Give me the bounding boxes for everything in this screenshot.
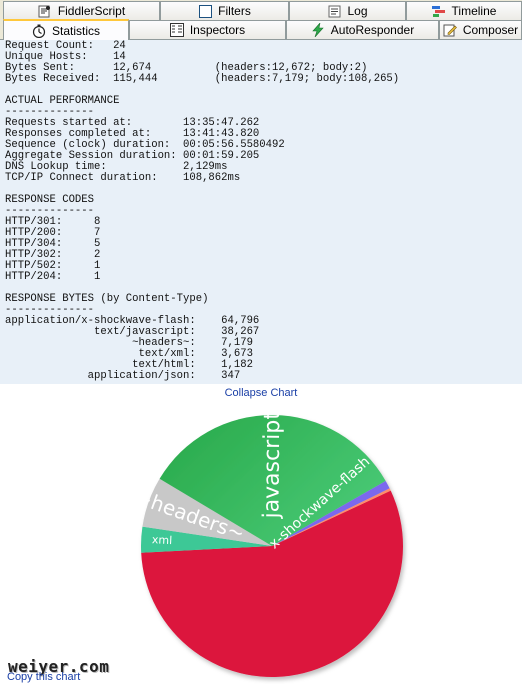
script-icon <box>38 4 52 18</box>
timeline-icon <box>431 4 446 18</box>
tab-timeline[interactable]: Timeline <box>406 1 522 20</box>
tab-strip: FiddlerScript Filters Log Timeline Sta <box>0 0 522 40</box>
tab-label: Composer <box>462 23 519 37</box>
tab-row-bottom: Statistics Inspectors AutoResponder Comp… <box>0 19 522 40</box>
checkbox-icon <box>198 4 212 18</box>
tab-autoresponder[interactable]: AutoResponder <box>286 20 439 39</box>
collapse-chart-link[interactable]: Collapse Chart <box>224 387 298 399</box>
pie-slice-javascript <box>159 415 386 546</box>
watermark-text: weiyer.com <box>8 657 110 676</box>
pie-label-xml: xml <box>152 533 173 547</box>
pie-label-javascript: javascript <box>259 411 285 520</box>
tab-label: AutoResponder <box>330 23 415 37</box>
tab-label: FiddlerScript <box>57 4 126 18</box>
tab-filters[interactable]: Filters <box>160 1 289 20</box>
tab-label: Log <box>347 4 368 18</box>
statistics-panel: Request Count: 24 Unique Hosts: 14 Bytes… <box>0 40 522 384</box>
pie-slice-html <box>272 480 390 546</box>
compose-icon <box>443 23 457 37</box>
tab-label: Inspectors <box>189 23 246 37</box>
pie-slice-json <box>272 488 391 546</box>
tab-inspectors[interactable]: Inspectors <box>129 20 286 39</box>
tab-row-top: FiddlerScript Filters Log Timeline <box>0 1 522 21</box>
tab-log[interactable]: Log <box>289 1 406 20</box>
stopwatch-icon <box>32 24 46 38</box>
tab-statistics[interactable]: Statistics <box>3 19 129 40</box>
tab-fiddlerscript[interactable]: FiddlerScript <box>3 1 160 20</box>
lightning-icon <box>311 23 325 37</box>
tab-label: Timeline <box>451 4 497 18</box>
pie-slice-headers <box>142 478 272 546</box>
log-icon <box>327 4 341 18</box>
tab-composer[interactable]: Composer <box>439 20 522 39</box>
tab-label: Filters <box>218 4 251 18</box>
pie-slice-x-shockwave-flash <box>141 490 403 677</box>
statistics-text: Request Count: 24 Unique Hosts: 14 Bytes… <box>5 40 400 382</box>
copy-chart-link[interactable]: Copy this chart <box>7 671 81 683</box>
tab-label: Statistics <box>51 23 100 38</box>
inspect-icon <box>169 23 184 37</box>
content-type-pie-chart: x-shockwave-flash xml ~headers~ javascript <box>0 400 522 684</box>
pie-slice-xml <box>141 526 272 553</box>
